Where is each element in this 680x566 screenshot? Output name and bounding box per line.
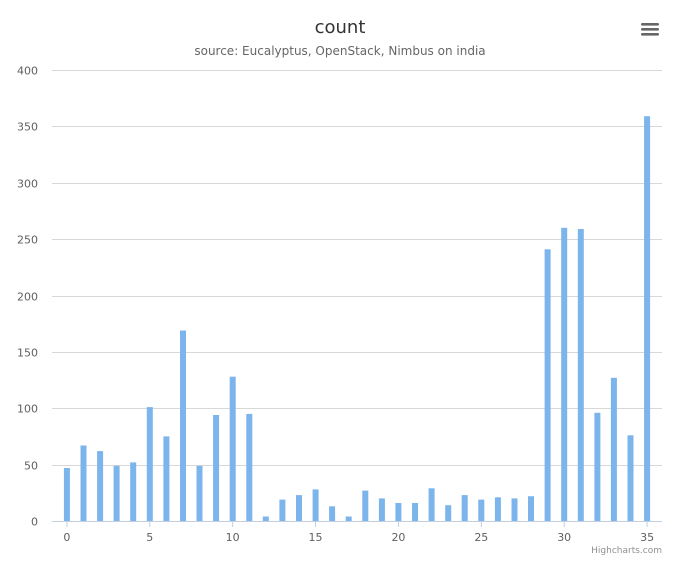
bar[interactable] xyxy=(80,445,87,522)
bar[interactable] xyxy=(329,506,336,521)
bar[interactable] xyxy=(494,497,501,521)
y-tick-label: 100 xyxy=(17,403,38,416)
hamburger-menu-icon xyxy=(641,23,659,36)
y-tick-label: 0 xyxy=(31,516,38,529)
bar[interactable] xyxy=(213,415,220,521)
bar[interactable] xyxy=(113,465,120,521)
y-tick-label: 350 xyxy=(17,121,38,134)
bar[interactable] xyxy=(246,413,253,521)
x-tick-label: 10 xyxy=(226,531,240,544)
bar[interactable] xyxy=(378,498,385,521)
bar[interactable] xyxy=(644,116,651,521)
x-tick-label: 15 xyxy=(309,531,323,544)
bar[interactable] xyxy=(428,488,435,521)
grid-lines xyxy=(52,70,662,466)
bar[interactable] xyxy=(461,495,468,521)
chart-title: count xyxy=(315,17,366,38)
bar[interactable] xyxy=(511,498,518,521)
bar[interactable] xyxy=(362,490,369,521)
bar[interactable] xyxy=(561,227,568,522)
bar[interactable] xyxy=(296,495,302,521)
bar[interactable] xyxy=(312,489,319,521)
bar[interactable] xyxy=(412,503,418,521)
bar[interactable] xyxy=(146,407,153,521)
bar[interactable] xyxy=(395,503,402,521)
x-tick-label: 20 xyxy=(391,531,405,544)
bar[interactable] xyxy=(279,499,286,521)
bar[interactable] xyxy=(229,376,236,521)
y-tick-label: 400 xyxy=(17,65,38,78)
bar[interactable] xyxy=(130,462,137,521)
bar[interactable] xyxy=(478,499,485,521)
y-tick-label: 200 xyxy=(17,291,38,304)
y-axis-labels: 0 50 100 150 200 250 300 350 400 xyxy=(17,65,38,529)
x-axis xyxy=(52,521,662,527)
x-tick-label: 0 xyxy=(63,531,70,544)
x-tick-label: 35 xyxy=(640,531,654,544)
bar[interactable] xyxy=(63,468,70,521)
bar[interactable] xyxy=(577,229,584,521)
bar[interactable] xyxy=(544,249,551,522)
x-tick-label: 25 xyxy=(474,531,488,544)
bar[interactable] xyxy=(163,436,170,521)
y-tick-label: 150 xyxy=(17,347,38,360)
bar[interactable] xyxy=(627,435,634,521)
context-menu-button[interactable] xyxy=(637,17,663,39)
bar[interactable] xyxy=(345,516,352,522)
x-tick-label: 5 xyxy=(146,531,153,544)
bar-series xyxy=(63,116,651,522)
bar[interactable] xyxy=(445,505,452,521)
bar[interactable] xyxy=(610,377,617,521)
bar[interactable] xyxy=(196,465,203,521)
y-tick-label: 300 xyxy=(17,178,38,191)
chart-subtitle: source: Eucalyptus, OpenStack, Nimbus on… xyxy=(194,44,485,58)
y-tick-label: 50 xyxy=(24,460,38,473)
credits-link[interactable]: Highcharts.com xyxy=(591,546,662,556)
bar[interactable] xyxy=(97,451,104,521)
bar[interactable] xyxy=(180,330,186,522)
x-axis-labels: 0 5 10 15 20 25 30 35 xyxy=(63,531,654,544)
x-tick-label: 30 xyxy=(557,531,571,544)
bar[interactable] xyxy=(262,516,269,522)
bar[interactable] xyxy=(528,496,534,521)
bar[interactable] xyxy=(594,412,601,521)
y-tick-label: 250 xyxy=(17,234,38,247)
